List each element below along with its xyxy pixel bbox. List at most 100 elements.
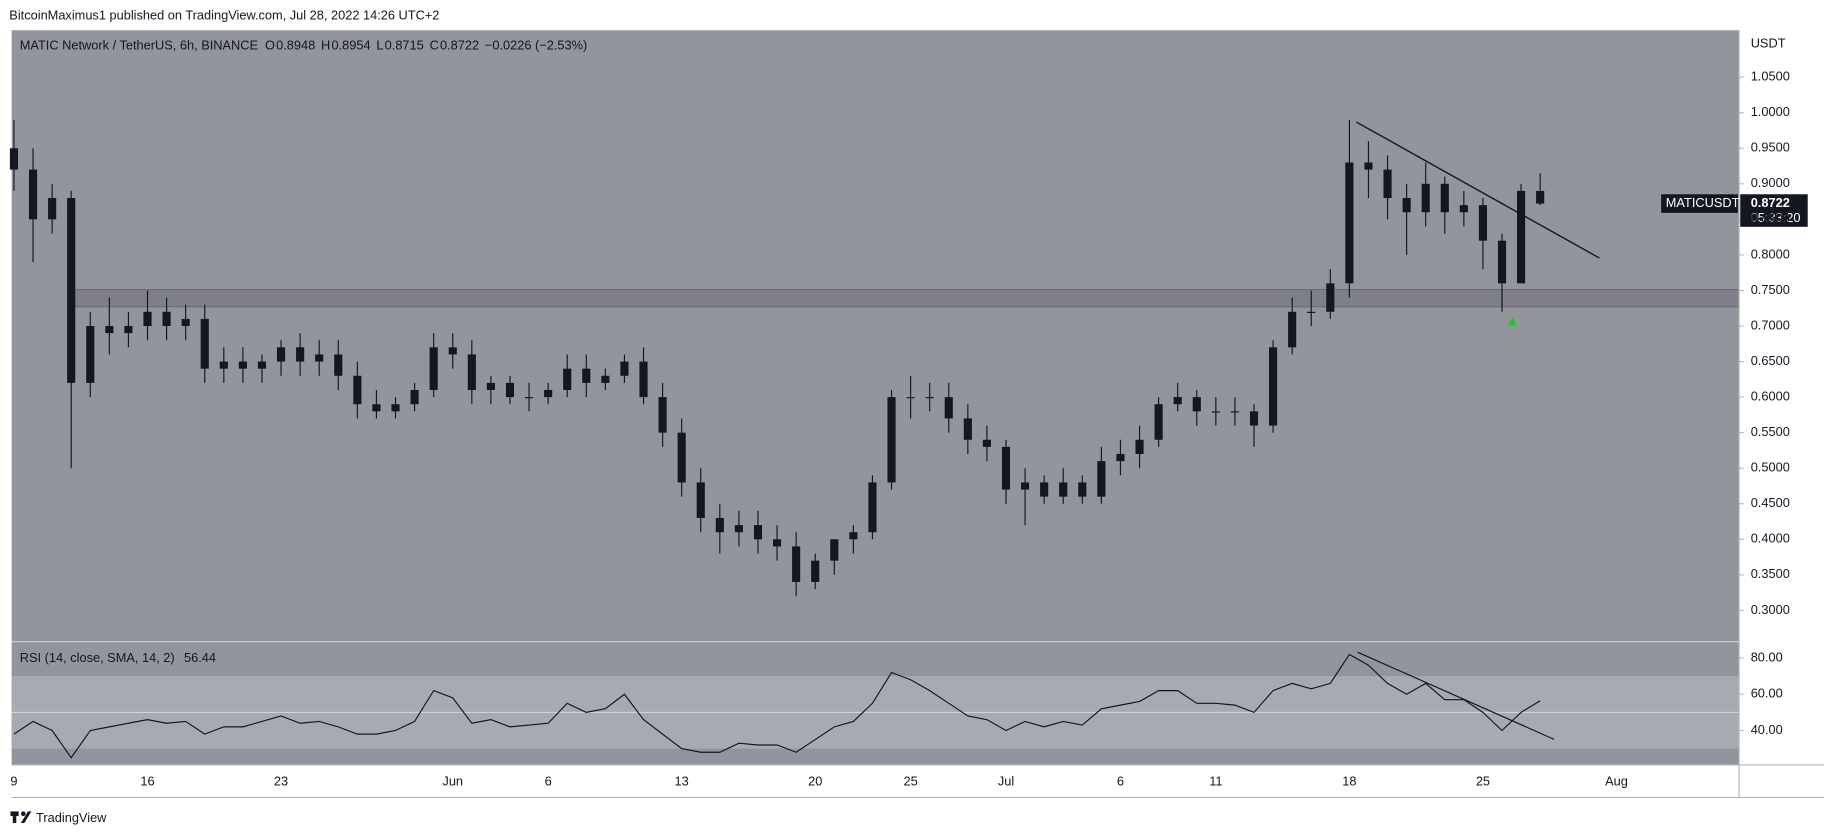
- symbol-label: MATICUSDT: [1666, 195, 1740, 210]
- candle-body: [792, 546, 801, 582]
- candle-body: [906, 397, 915, 399]
- x-tick-label: 25: [1476, 774, 1490, 789]
- candle-body: [1383, 169, 1392, 199]
- rsi-trendline: [1357, 651, 1555, 740]
- y-tick-label: 1.0000: [1751, 104, 1790, 119]
- candle-body: [1459, 205, 1468, 213]
- candle-body: [1536, 190, 1545, 204]
- rsi-tick-label: 80.00: [1751, 649, 1783, 664]
- x-tick-label: 11: [1209, 774, 1222, 789]
- legend-key: C: [430, 38, 439, 53]
- legend-value: 0.8715: [385, 38, 424, 53]
- candle-body: [1402, 198, 1411, 213]
- rsi-tick-label: 40.00: [1751, 722, 1783, 737]
- rsi-tick-label: 60.00: [1751, 686, 1783, 701]
- price-box: [1740, 194, 1808, 227]
- candle-body: [334, 354, 343, 376]
- y-tick-label: 0.5500: [1751, 424, 1790, 439]
- candle-body: [1269, 347, 1278, 426]
- x-tick-label: 13: [675, 774, 689, 789]
- candle-body: [1154, 404, 1163, 440]
- candle-body: [1345, 162, 1354, 284]
- candle-body: [219, 361, 228, 369]
- footer-logo: [10, 811, 32, 824]
- candle-body: [353, 375, 362, 405]
- rsi-band-layer: [11, 676, 1740, 749]
- y-tick-label: 0.3500: [1751, 566, 1790, 581]
- candle-body: [410, 389, 419, 405]
- green-arrow: [1507, 317, 1517, 326]
- candle-body: [1040, 482, 1049, 497]
- candle-body: [925, 397, 934, 399]
- candle-body: [1307, 311, 1316, 313]
- candle-body: [696, 482, 705, 518]
- candle-body: [1001, 446, 1011, 490]
- y-tick-label: 0.3000: [1751, 602, 1790, 617]
- footer-brand: TradingView: [36, 810, 107, 825]
- candle-body: [1078, 482, 1087, 497]
- x-tick-label: 18: [1342, 774, 1356, 789]
- candle-body: [467, 354, 476, 390]
- candle-body: [658, 397, 667, 433]
- y-tick-label: 0.6500: [1751, 353, 1790, 368]
- candle-body: [505, 382, 515, 398]
- candle-body: [162, 311, 171, 327]
- candle-body: [1326, 283, 1335, 312]
- legend-value: 0.8954: [331, 38, 370, 53]
- legend-key: O: [265, 38, 275, 53]
- symbol-box: [1661, 194, 1738, 213]
- candle-body: [1249, 411, 1259, 426]
- candle-body: [1440, 183, 1449, 213]
- candle-body: [1059, 482, 1068, 497]
- candle-body: [315, 354, 324, 362]
- candle-body: [849, 532, 858, 540]
- candle-body: [1211, 411, 1220, 413]
- candle-body: [448, 347, 457, 355]
- candle-body: [830, 539, 839, 561]
- candle-body: [105, 326, 114, 334]
- candle-body: [296, 347, 305, 362]
- countdown: 05:33:20: [1751, 210, 1801, 225]
- candle-body: [1421, 183, 1430, 213]
- y-tick-label: 0.6000: [1751, 388, 1790, 403]
- y-tick-label: 0.9500: [1751, 140, 1790, 155]
- candle-body: [48, 198, 57, 220]
- rsi-title: RSI (14, close, SMA, 14, 2): [20, 651, 175, 666]
- candle-body: [639, 361, 648, 398]
- legend: MATIC Network / TetherUS, 6h, BINANCE O 0.…: [20, 38, 587, 53]
- y-tick-label: 0.5000: [1751, 460, 1790, 475]
- plot-layer: [9, 76, 1744, 759]
- y-tick-label: 0.8000: [1751, 246, 1790, 261]
- x-tick-label: 6: [1117, 774, 1124, 789]
- candle-body: [1478, 205, 1488, 241]
- y-tick-label: 0.9000: [1751, 175, 1790, 190]
- y-tick-label: 0.4500: [1751, 495, 1790, 510]
- support-zone: [71, 289, 1740, 308]
- price-trendline: [1356, 121, 1600, 259]
- rsi-line: [13, 653, 1541, 759]
- candle-body: [944, 397, 953, 419]
- candle-body: [9, 148, 19, 170]
- candle-body: [963, 418, 972, 440]
- y-tick-label: 0.8500: [1751, 211, 1790, 226]
- y-tick-label: 0.7500: [1751, 282, 1790, 297]
- candle-body: [1135, 439, 1144, 454]
- candle-body: [391, 404, 400, 412]
- candle-body: [200, 318, 209, 369]
- candle-body: [238, 361, 247, 369]
- candle-body: [429, 347, 438, 390]
- x-tick-label: 6: [545, 774, 552, 789]
- candle-body: [1097, 461, 1106, 497]
- rsi-legend: RSI (14, close, SMA, 14, 2) 56.44: [20, 651, 216, 666]
- candle-body: [1230, 411, 1239, 413]
- x-tick-label: 23: [274, 774, 288, 789]
- x-tick-label: 16: [140, 774, 154, 789]
- candle-body: [868, 482, 877, 533]
- candle-body: [582, 368, 591, 383]
- legend-name: MATIC Network / TetherUS, 6h, BINANCE: [20, 38, 258, 53]
- rsi-last: 56.44: [184, 651, 216, 666]
- candle-body: [563, 368, 572, 390]
